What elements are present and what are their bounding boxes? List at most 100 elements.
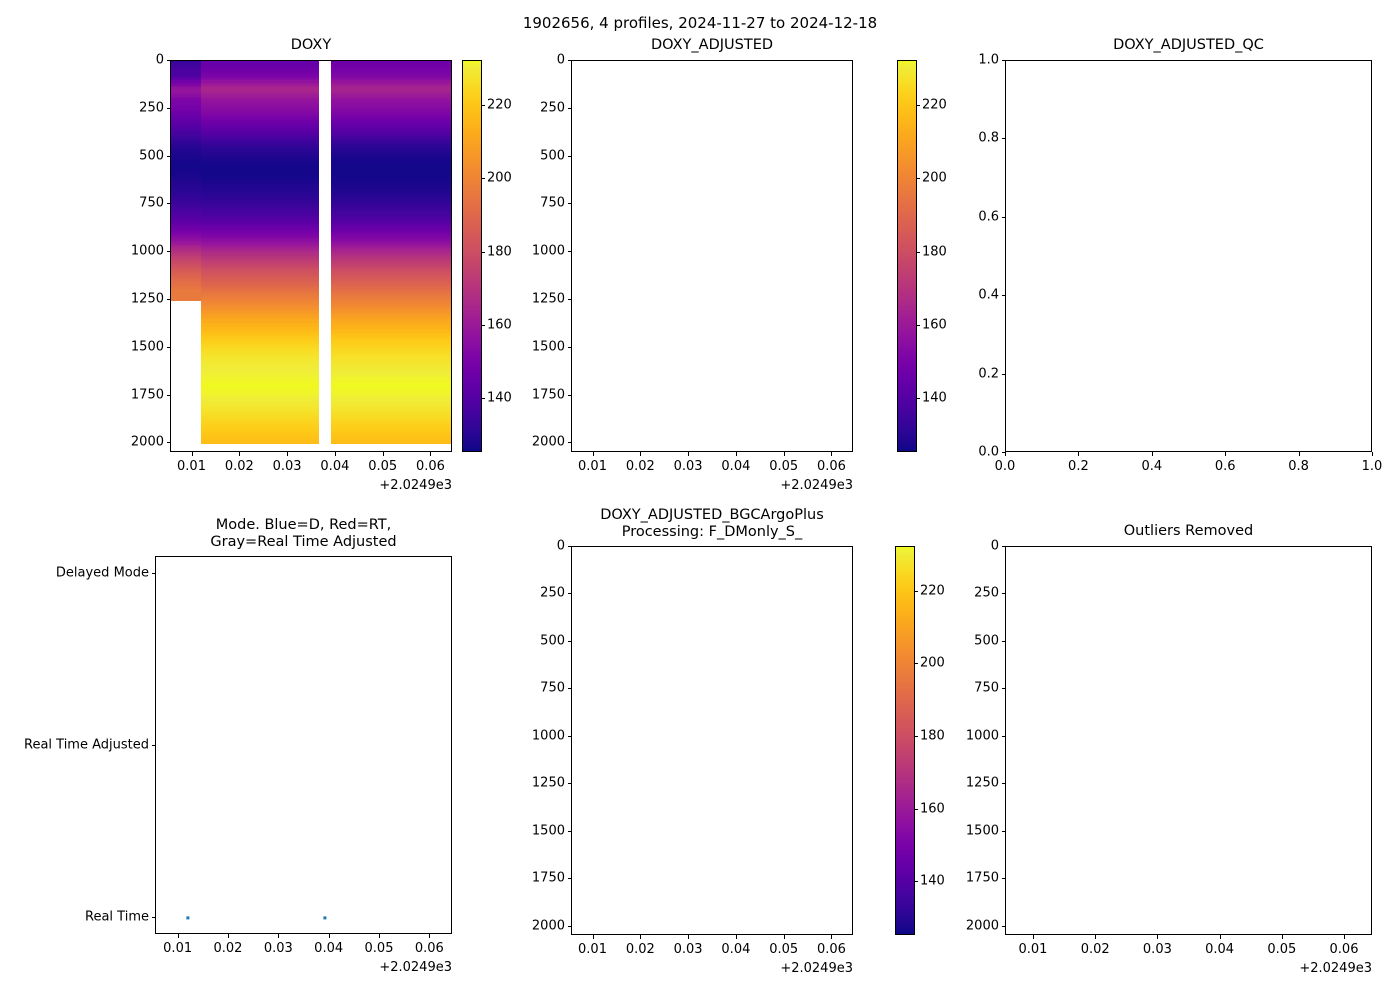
doxy-heatmap-cell bbox=[201, 139, 320, 142]
bgcargoplus-x-tick bbox=[688, 935, 690, 939]
doxy-heatmap-cell bbox=[201, 305, 320, 309]
doxy-heatmap-cell bbox=[171, 175, 202, 179]
mode-scatter-point[interactable] bbox=[323, 916, 327, 920]
outliers-y-tick-label: 0 bbox=[990, 538, 999, 554]
doxy-heatmap-cell bbox=[201, 191, 320, 194]
doxy-adjusted-cbar-tick bbox=[916, 398, 920, 400]
doxy-heatmap-cell bbox=[331, 370, 451, 374]
doxy-y-tick bbox=[166, 60, 170, 61]
doxy-heatmap-cell bbox=[171, 254, 202, 257]
doxy-y-tick-label: 1250 bbox=[130, 291, 164, 307]
doxy-heatmap-cell bbox=[171, 204, 202, 207]
doxy-heatmap-cell bbox=[201, 135, 320, 139]
doxy-heatmap-cell bbox=[331, 133, 451, 137]
doxy-heatmap-cell bbox=[171, 284, 202, 288]
doxy-heatmap-cell bbox=[201, 166, 320, 169]
doxy-heatmap-cell bbox=[171, 225, 202, 228]
doxy-heatmap-cell bbox=[201, 238, 320, 242]
doxy-heatmap-cell bbox=[201, 114, 320, 118]
doxy-heatmap-cell bbox=[171, 271, 202, 274]
panel-doxy-adjusted[interactable]: DOXY_ADJUSTED 0.01 0.02 0.03 0.04 0.05 0.06 0… bbox=[532, 37, 853, 493]
doxy-heatmap-cell bbox=[331, 173, 451, 177]
doxy-heatmap-cell bbox=[331, 363, 451, 366]
qc-y-tick bbox=[1001, 138, 1005, 140]
doxy-adjusted-x-tick bbox=[592, 452, 594, 456]
doxy-adjusted-y-tick bbox=[567, 394, 571, 396]
doxy-heatmap-cell bbox=[201, 317, 320, 320]
bgcargoplus-cbar-tick-label: 180 bbox=[920, 728, 945, 744]
doxy-heatmap-cell bbox=[331, 82, 451, 86]
doxy-heatmap-cell bbox=[201, 104, 320, 108]
doxy-heatmap-cell bbox=[201, 244, 320, 248]
doxy-heatmap-cell bbox=[171, 108, 202, 112]
doxy-profile-column bbox=[331, 61, 451, 451]
doxy-heatmap-cell bbox=[331, 393, 451, 397]
doxy-heatmap-cell bbox=[201, 223, 320, 227]
doxy-heatmap-cell bbox=[201, 116, 320, 119]
panel-doxy[interactable]: DOXY 0.01 0.02 0.03 0.04 0.05 0.06 0 250 500 750… bbox=[131, 37, 452, 493]
mode-y-tick-label: Delayed Mode bbox=[55, 565, 149, 581]
doxy-heatmap-cell bbox=[331, 328, 451, 332]
doxy-heatmap-cell bbox=[171, 89, 202, 93]
doxy-heatmap-cell bbox=[201, 183, 320, 186]
doxy-heatmap-cell bbox=[201, 173, 320, 177]
doxy-heatmap-cell bbox=[171, 290, 202, 293]
panel-doxy-adjusted-qc[interactable]: DOXY_ADJUSTED_QC 0.0 0.2 0.4 0.6 0.8 1.0 0.0 0… bbox=[978, 37, 1382, 474]
doxy-heatmap-cell bbox=[201, 187, 320, 190]
doxy-heatmap-cell bbox=[331, 294, 451, 297]
doxy-heatmap-cell bbox=[201, 288, 320, 292]
doxy-heatmap-cell bbox=[331, 412, 451, 416]
doxy-adjusted-y-tick-label: 1000 bbox=[531, 243, 565, 259]
panel-mode[interactable]: Mode. Blue=D, Red=RT, Gray=Real Time Adju… bbox=[24, 517, 452, 975]
doxy-heatmap-cell bbox=[201, 290, 320, 293]
doxy-heatmap-cell bbox=[201, 430, 320, 433]
doxy-x-tick bbox=[382, 452, 384, 456]
doxy-heatmap-cell bbox=[201, 65, 320, 69]
doxy-heatmap-cell bbox=[331, 233, 451, 236]
doxy-heatmap-cell bbox=[201, 175, 320, 179]
doxy-heatmap-cell bbox=[331, 424, 451, 427]
doxy-adjusted-cbar-tick-label: 140 bbox=[922, 390, 947, 406]
doxy-heatmap-cell bbox=[171, 267, 202, 271]
doxy-heatmap-cell bbox=[171, 185, 202, 188]
doxy-heatmap-cell bbox=[331, 213, 451, 217]
doxy-heatmap-cell bbox=[201, 435, 320, 439]
doxy-adjusted-y-tick-label: 1250 bbox=[531, 291, 565, 307]
doxy-heatmap-cell bbox=[171, 189, 202, 192]
doxy-heatmap-cell bbox=[201, 225, 320, 228]
doxy-heatmap-cell bbox=[171, 80, 202, 84]
doxy-heatmap-cell bbox=[331, 231, 451, 234]
mode-x-offset-text: +2.0249e3 bbox=[379, 960, 452, 975]
doxy-heatmap-cell bbox=[201, 162, 320, 165]
doxy-heatmap-cell bbox=[201, 382, 320, 385]
bgcargoplus-colorbar[interactable]: 140 160 180 200 220 bbox=[895, 546, 945, 935]
doxy-heatmap-cell bbox=[331, 103, 451, 106]
outliers-x-tick bbox=[1344, 935, 1345, 939]
doxy-adjusted-y-tick bbox=[567, 60, 571, 61]
doxy-heatmap-cell bbox=[201, 229, 320, 232]
doxy-heatmap-cell bbox=[201, 321, 320, 324]
qc-x-tick bbox=[1225, 452, 1227, 456]
doxy-colorbar[interactable]: 140 160 180 200 220 bbox=[462, 60, 512, 452]
doxy-heatmap-cell bbox=[331, 150, 451, 154]
bgcargoplus-y-tick-label: 750 bbox=[540, 680, 565, 696]
doxy-adjusted-cbar-tick bbox=[916, 324, 920, 326]
doxy-adjusted-cbar-tick-label: 220 bbox=[922, 97, 947, 113]
doxy-heatmap-cell bbox=[171, 294, 202, 297]
panel-outliers-removed[interactable]: Outliers Removed 0.01 0.02 0.03 0.04 0.05 0.0… bbox=[966, 523, 1372, 976]
doxy-heatmap-cell bbox=[201, 213, 320, 217]
doxy-heatmap-cell bbox=[201, 433, 320, 437]
doxy-heatmap-cell bbox=[201, 154, 320, 158]
doxy-adjusted-y-tick bbox=[567, 251, 571, 253]
bgcargoplus-axes bbox=[571, 546, 853, 935]
mode-scatter-point[interactable] bbox=[186, 916, 190, 920]
doxy-heatmap-cell bbox=[331, 410, 451, 414]
doxy-x-tick-label: 0.06 bbox=[416, 459, 445, 474]
doxy-heatmap-cell bbox=[171, 246, 202, 249]
panel-bgcargoplus[interactable]: DOXY_ADJUSTED_BGCArgoPlus Processing: F_D… bbox=[532, 507, 853, 976]
doxy-heatmap-cell bbox=[171, 120, 202, 123]
doxy-adjusted-colorbar[interactable]: 140 160 180 200 220 bbox=[897, 60, 947, 452]
doxy-heatmap-cell bbox=[171, 87, 202, 91]
doxy-heatmap-cell bbox=[331, 206, 451, 209]
doxy-adjusted-cbar-tick-label: 180 bbox=[922, 244, 947, 259]
